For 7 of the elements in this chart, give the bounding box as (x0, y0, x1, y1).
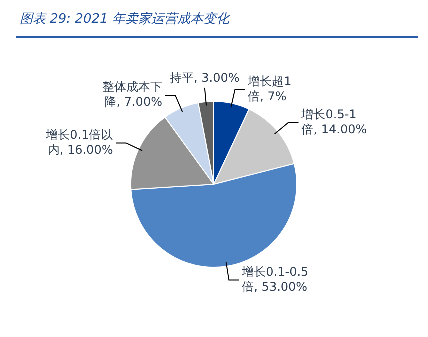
slice-label: 增长超1倍, 7% (247, 74, 292, 104)
slice-label: 增长0.1-0.5倍, 53.00% (241, 264, 309, 294)
slice-label: 整体成本下降, 7.00% (102, 80, 162, 110)
chart-title: 图表 29: 2021 年卖家运营成本变化 (16, 6, 418, 38)
slice-label: 增长0.1倍以内, 16.00% (45, 128, 114, 157)
slice-label: 持平, 3.00% (170, 71, 240, 86)
slice-label: 增长0.5-1倍, 14.00% (300, 107, 368, 136)
